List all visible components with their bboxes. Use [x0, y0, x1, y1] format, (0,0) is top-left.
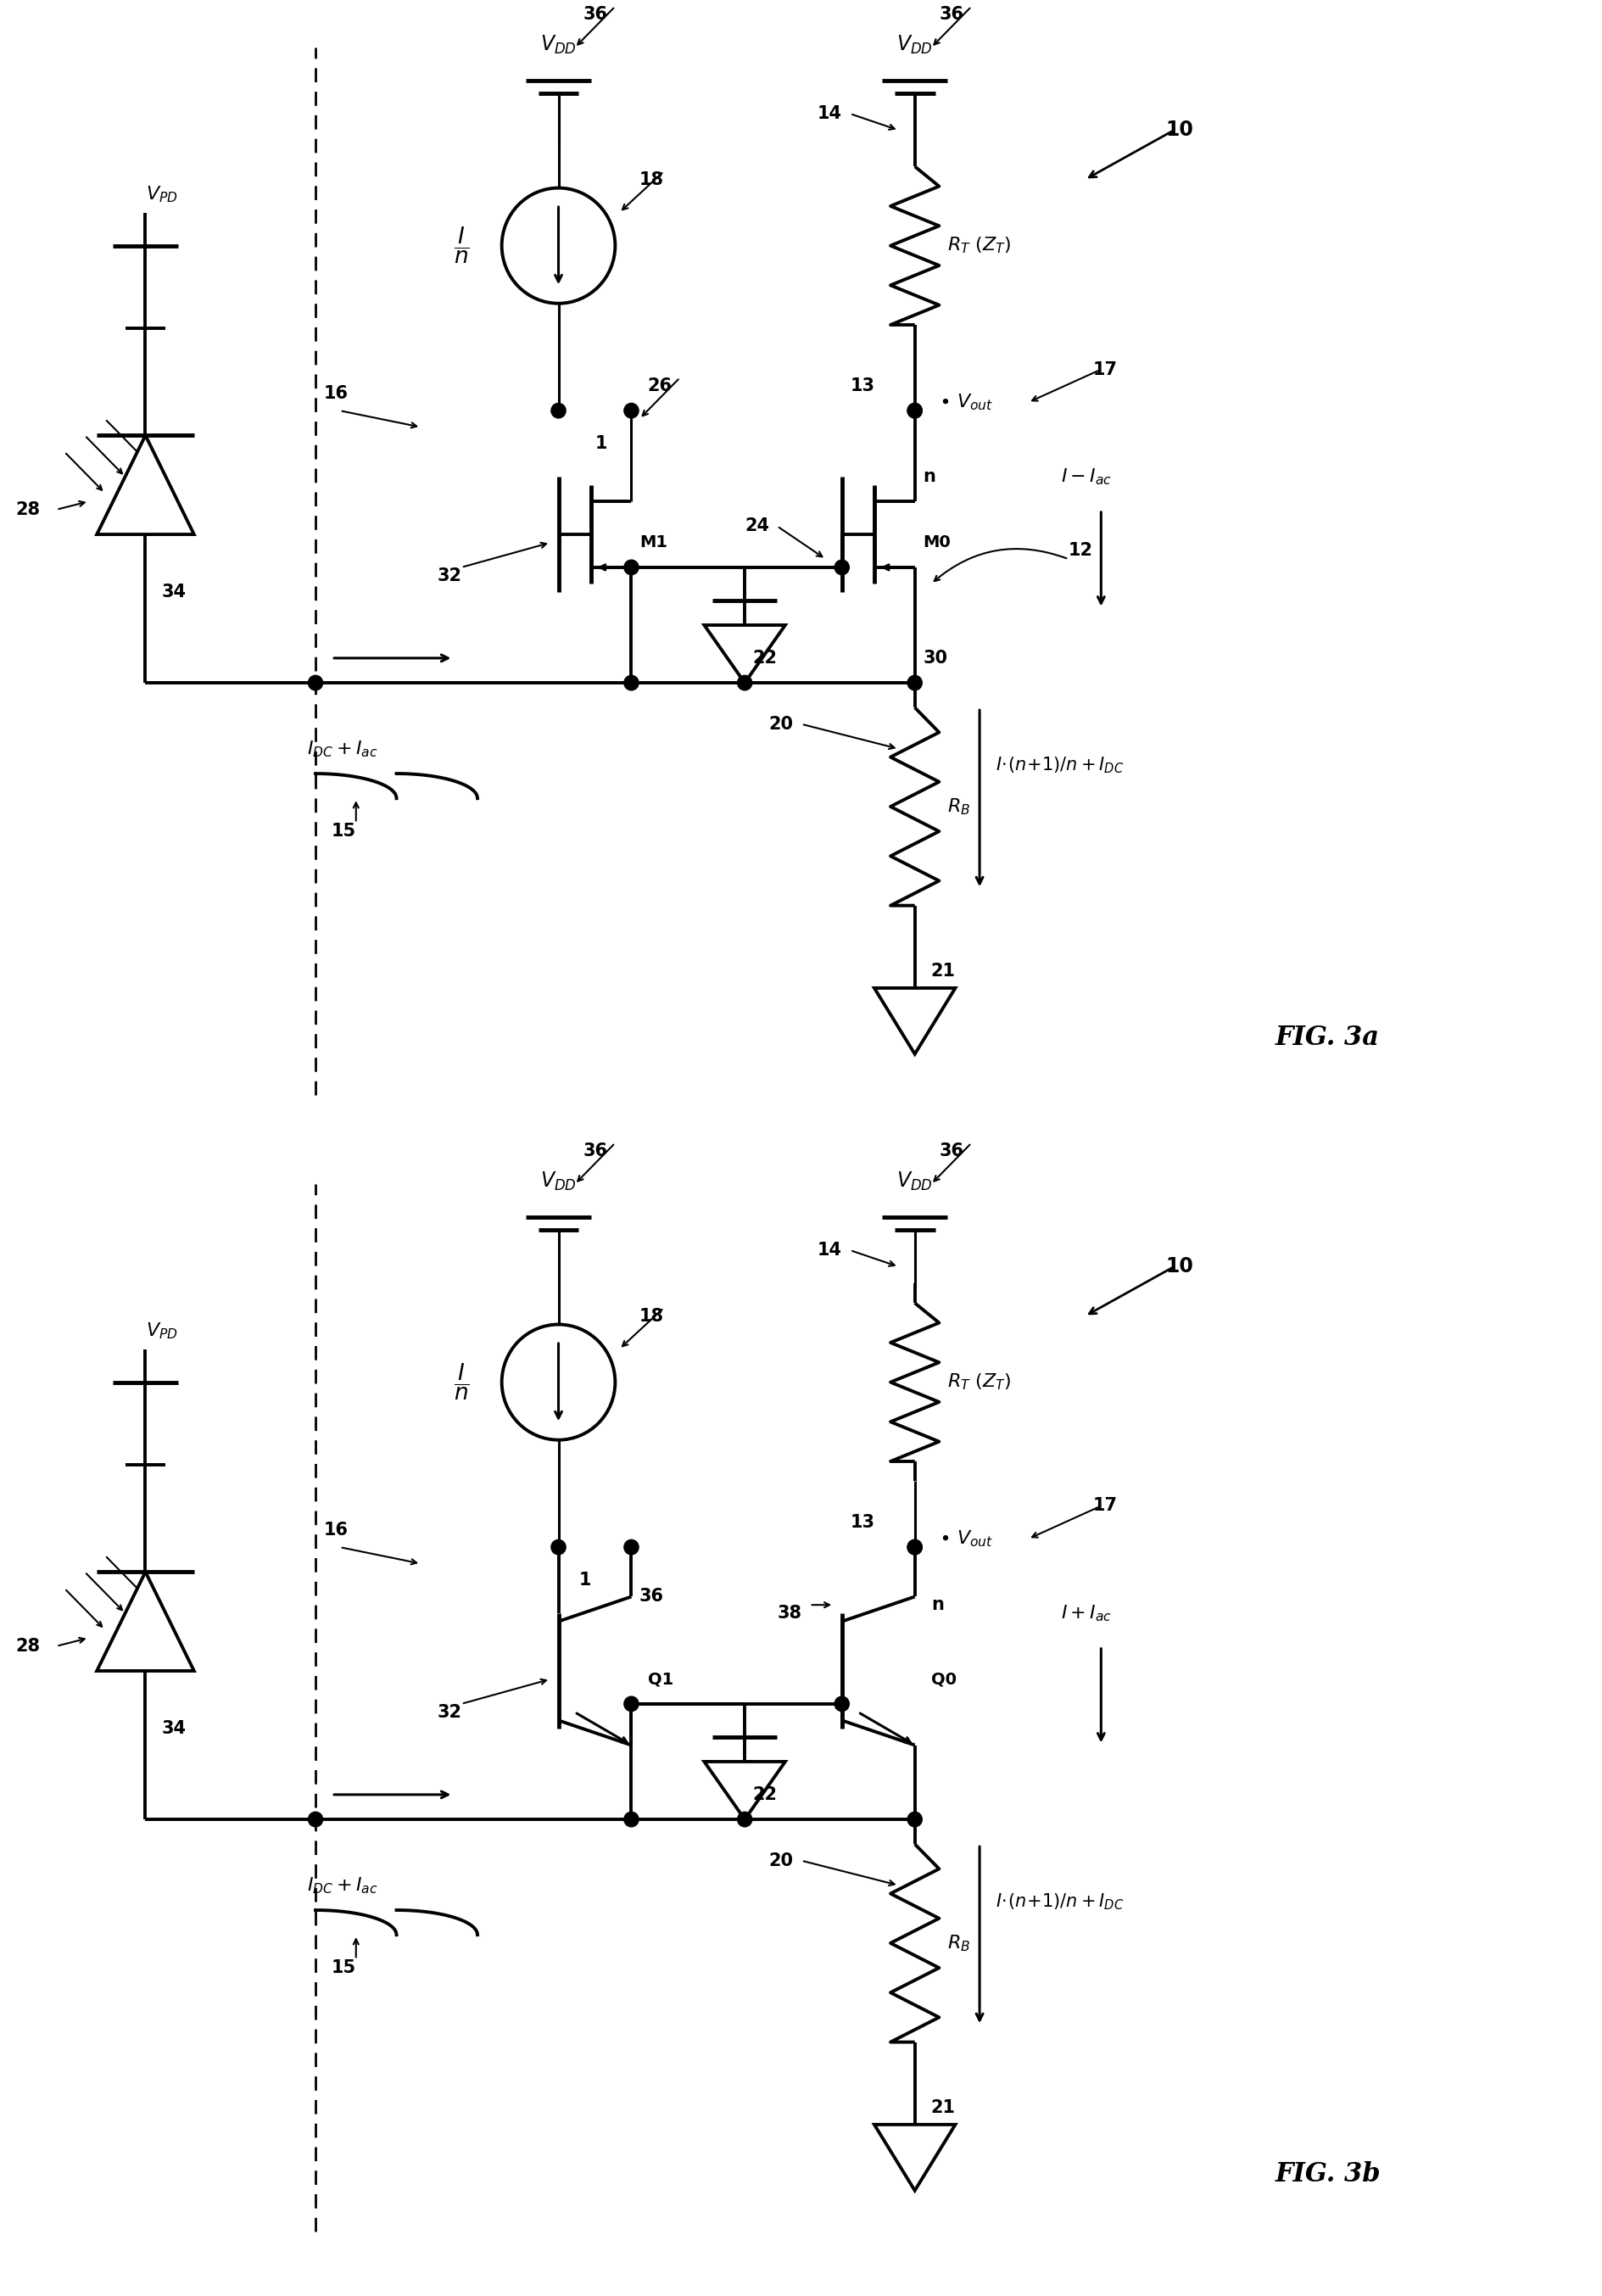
Text: 18: 18	[639, 1309, 663, 1325]
Circle shape	[835, 1697, 849, 1711]
Circle shape	[907, 404, 921, 418]
Text: 10: 10	[1165, 1256, 1193, 1277]
Circle shape	[308, 1812, 322, 1828]
Circle shape	[623, 1541, 638, 1554]
Text: 28: 28	[16, 1637, 40, 1655]
Text: $I_{DC} + I_{ac}$: $I_{DC} + I_{ac}$	[308, 1876, 378, 1896]
Text: M0: M0	[923, 535, 950, 551]
Circle shape	[623, 675, 638, 691]
Text: $V_{DD}$: $V_{DD}$	[896, 1171, 932, 1192]
Circle shape	[907, 1541, 921, 1554]
Text: $\bullet\ V_{out}$: $\bullet\ V_{out}$	[939, 393, 993, 413]
Text: 12: 12	[1069, 542, 1093, 560]
Circle shape	[907, 404, 921, 418]
Circle shape	[907, 675, 921, 691]
Text: 38: 38	[777, 1605, 801, 1621]
Text: FIG. 3a: FIG. 3a	[1275, 1024, 1379, 1052]
Text: 36: 36	[639, 1589, 663, 1605]
Polygon shape	[96, 436, 194, 535]
Circle shape	[907, 1541, 921, 1554]
Text: $\bullet\ V_{out}$: $\bullet\ V_{out}$	[939, 1529, 993, 1550]
Text: 15: 15	[332, 1958, 356, 1977]
Text: 1: 1	[594, 436, 607, 452]
Text: 28: 28	[16, 501, 40, 519]
Text: 34: 34	[162, 583, 186, 602]
Circle shape	[907, 1812, 921, 1828]
Circle shape	[623, 404, 638, 418]
Text: 1: 1	[578, 1573, 591, 1589]
Text: M1: M1	[639, 535, 666, 551]
Text: $I\!\cdot\!(n\!+\!1)/n + I_{DC}$: $I\!\cdot\!(n\!+\!1)/n + I_{DC}$	[995, 755, 1123, 776]
Text: 22: 22	[753, 650, 777, 666]
Text: $V_{PD}$: $V_{PD}$	[146, 1320, 178, 1341]
Text: 13: 13	[849, 1513, 875, 1531]
Text: $I\!\cdot\!(n\!+\!1)/n + I_{DC}$: $I\!\cdot\!(n\!+\!1)/n + I_{DC}$	[995, 1892, 1123, 1913]
Text: n: n	[931, 1596, 944, 1614]
Text: $\dfrac{I}{n}$: $\dfrac{I}{n}$	[453, 1362, 469, 1403]
Text: 15: 15	[332, 822, 356, 840]
Text: $R_B$: $R_B$	[947, 1933, 969, 1954]
Text: 21: 21	[931, 962, 955, 980]
Text: 14: 14	[817, 1242, 841, 1258]
Text: 17: 17	[1093, 360, 1117, 379]
Text: 17: 17	[1093, 1497, 1117, 1515]
Circle shape	[737, 1812, 751, 1828]
Text: 36: 36	[939, 7, 963, 23]
Text: $V_{DD}$: $V_{DD}$	[896, 34, 932, 55]
Text: $R_T\ (Z_T)$: $R_T\ (Z_T)$	[947, 236, 1011, 255]
Text: 21: 21	[931, 2099, 955, 2117]
Circle shape	[551, 404, 566, 418]
Text: 20: 20	[769, 1853, 793, 1869]
Text: $V_{DD}$: $V_{DD}$	[540, 34, 577, 55]
Text: FIG. 3b: FIG. 3b	[1274, 2161, 1379, 2188]
Text: $R_B$: $R_B$	[947, 797, 969, 817]
Circle shape	[623, 1697, 638, 1711]
Circle shape	[308, 675, 322, 691]
Text: $V_{DD}$: $V_{DD}$	[540, 1171, 577, 1192]
Text: 20: 20	[769, 716, 793, 732]
Text: Q1: Q1	[647, 1671, 673, 1688]
Text: $V_{PD}$: $V_{PD}$	[146, 184, 178, 204]
Circle shape	[737, 675, 751, 691]
Text: 36: 36	[583, 1143, 607, 1159]
Text: 30: 30	[923, 650, 947, 666]
Text: 16: 16	[324, 386, 348, 402]
Text: $\dfrac{I}{n}$: $\dfrac{I}{n}$	[453, 225, 469, 266]
Text: 26: 26	[647, 377, 671, 395]
Text: 34: 34	[162, 1720, 186, 1738]
Text: $I_{DC} + I_{ac}$: $I_{DC} + I_{ac}$	[308, 739, 378, 760]
Text: 14: 14	[817, 106, 841, 122]
Text: 36: 36	[583, 7, 607, 23]
Circle shape	[623, 560, 638, 574]
Text: $I + I_{ac}$: $I + I_{ac}$	[1061, 1603, 1112, 1623]
Text: 24: 24	[745, 517, 769, 535]
Text: 22: 22	[753, 1786, 777, 1802]
Text: 36: 36	[939, 1143, 963, 1159]
Text: 18: 18	[639, 172, 663, 188]
Text: 32: 32	[437, 1704, 461, 1720]
Text: 32: 32	[437, 567, 461, 583]
Text: 16: 16	[324, 1522, 348, 1538]
Text: Q0: Q0	[931, 1671, 956, 1688]
Text: $I - I_{ac}$: $I - I_{ac}$	[1061, 466, 1112, 487]
Text: n: n	[923, 468, 936, 484]
Text: $R_T\ (Z_T)$: $R_T\ (Z_T)$	[947, 1373, 1011, 1391]
Circle shape	[551, 1541, 566, 1554]
Text: 10: 10	[1165, 119, 1193, 140]
Circle shape	[623, 1812, 638, 1828]
Polygon shape	[96, 1573, 194, 1671]
Text: 13: 13	[849, 377, 875, 395]
Circle shape	[835, 560, 849, 574]
